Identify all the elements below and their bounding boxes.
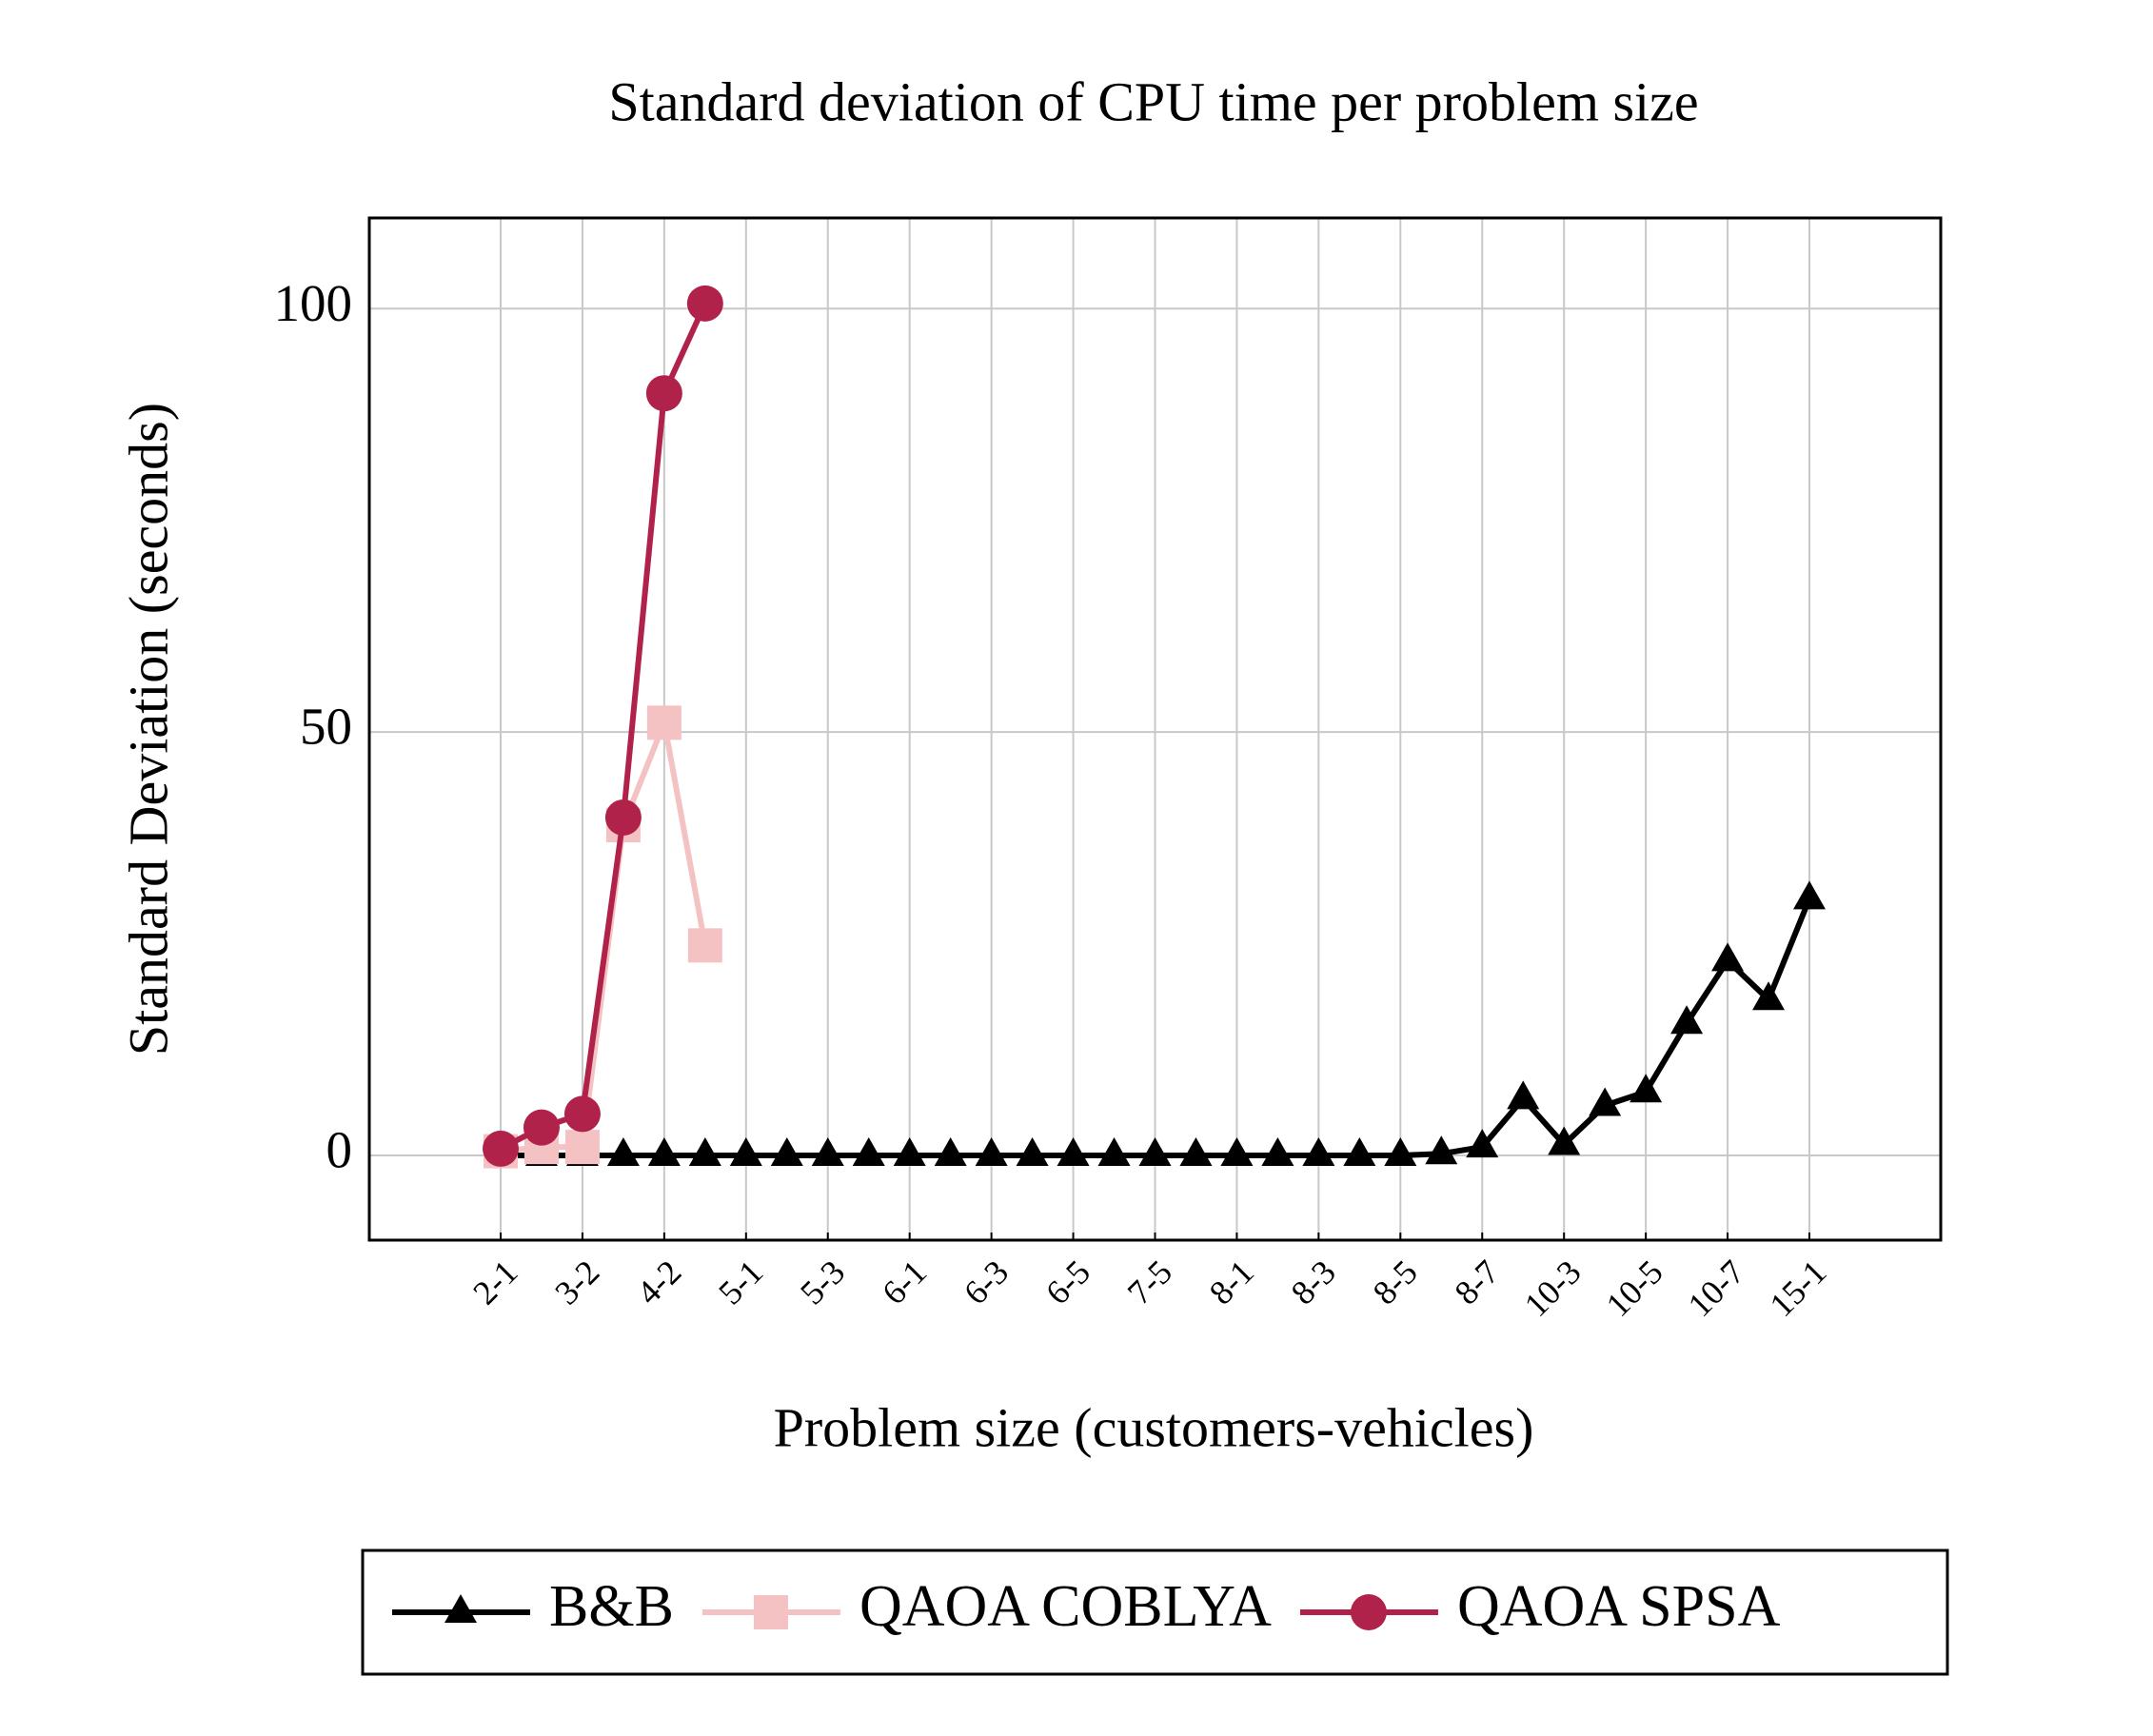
marker — [686, 285, 723, 322]
chart-title: Standard deviation of CPU time per probl… — [608, 70, 1698, 132]
x-tick-label: 5-1 — [711, 1253, 770, 1312]
marker — [1425, 1135, 1458, 1165]
x-tick-label: 5-3 — [793, 1253, 852, 1312]
marker — [729, 1137, 762, 1167]
marker — [1548, 1126, 1581, 1155]
x-tick-label: 3-2 — [547, 1253, 606, 1312]
marker — [934, 1137, 967, 1167]
marker — [1138, 1137, 1172, 1167]
marker — [1630, 1074, 1663, 1103]
legend-label: QAOA SPSA — [1457, 1574, 1781, 1639]
marker — [1711, 942, 1745, 972]
x-tick-label: 8-1 — [1202, 1253, 1261, 1312]
plot-frame — [367, 216, 1943, 1242]
legend: B&B QAOA COBLYA QAOA SPSA — [392, 1574, 1781, 1639]
marker — [563, 1095, 601, 1133]
marker — [564, 1130, 600, 1165]
marker — [770, 1137, 803, 1167]
series — [484, 705, 722, 1169]
x-tick-label: 4-2 — [629, 1253, 688, 1312]
marker — [1179, 1137, 1213, 1167]
x-tick-label: 6-3 — [957, 1253, 1016, 1312]
x-tick-label: 6-5 — [1038, 1253, 1097, 1312]
legend-label: B&B — [549, 1574, 674, 1639]
y-tick-label: 0 — [326, 1121, 353, 1179]
marker — [688, 1137, 721, 1167]
marker — [647, 1137, 681, 1167]
x-tick-label: 7-5 — [1120, 1253, 1179, 1312]
marker — [811, 1137, 844, 1167]
marker — [893, 1137, 926, 1167]
x-tick-label: 10-7 — [1681, 1253, 1752, 1324]
x-tick-label: 6-1 — [875, 1253, 934, 1312]
y-tick-label: 50 — [300, 698, 352, 756]
x-tick-label: 15-1 — [1763, 1253, 1834, 1324]
marker — [1261, 1137, 1294, 1167]
series-line — [500, 720, 708, 1154]
marker — [753, 1595, 788, 1629]
x-tick-label: 10-5 — [1599, 1253, 1670, 1324]
x-tick-label: 10-3 — [1517, 1253, 1589, 1324]
series — [483, 285, 723, 1167]
marker — [444, 1594, 477, 1623]
marker — [1670, 1005, 1704, 1035]
marker — [1466, 1129, 1499, 1158]
marker — [687, 928, 722, 963]
marker — [1589, 1087, 1622, 1116]
x-axis-label: Problem size (customers-vehicles) — [774, 1396, 1534, 1458]
marker — [1507, 1080, 1540, 1110]
marker — [1016, 1137, 1049, 1167]
marker — [1302, 1137, 1335, 1167]
marker — [852, 1137, 885, 1167]
marker — [1384, 1137, 1417, 1167]
marker — [1220, 1137, 1254, 1167]
marker — [1097, 1137, 1131, 1167]
legend-box — [361, 1549, 1949, 1676]
marker — [1793, 880, 1826, 910]
marker — [606, 1137, 640, 1167]
marker — [646, 705, 681, 740]
y-tick-label: 100 — [274, 274, 353, 332]
marker — [975, 1137, 1008, 1167]
x-tick-label: 8-5 — [1366, 1253, 1425, 1312]
legend-label: QAOA COBLYA — [859, 1574, 1272, 1639]
marker — [1752, 981, 1786, 1011]
y-axis-label: Standard Deviation (seconds) — [117, 403, 179, 1055]
marker — [1343, 1137, 1376, 1167]
marker — [1057, 1137, 1090, 1167]
marker — [604, 799, 642, 836]
x-tick-label: 8-7 — [1448, 1253, 1507, 1312]
marker — [483, 1130, 519, 1167]
x-tick-label: 8-3 — [1284, 1253, 1343, 1312]
marker — [1350, 1594, 1387, 1630]
marker — [645, 375, 682, 412]
x-tick-label: 2-1 — [465, 1253, 524, 1312]
marker — [523, 1109, 560, 1146]
